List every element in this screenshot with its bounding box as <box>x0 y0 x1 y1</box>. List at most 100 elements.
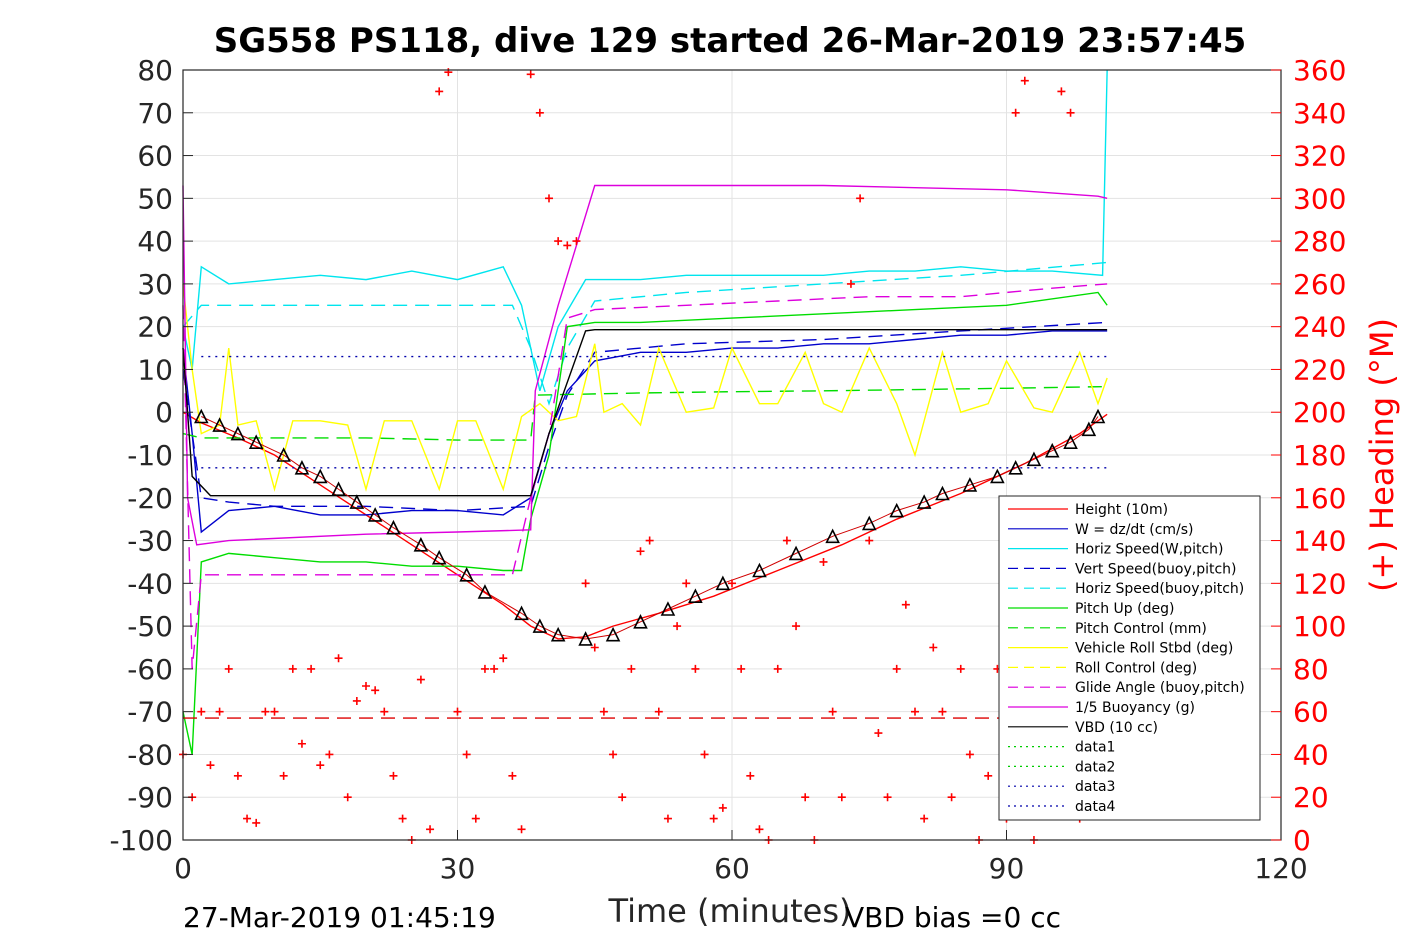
depth-triangle-marker <box>367 507 383 522</box>
depth-triangle-marker <box>688 588 703 603</box>
heading-plus-marker <box>627 664 636 673</box>
series-line-9 <box>182 283 1108 669</box>
depth-triangle-marker <box>889 502 904 518</box>
heading-plus-marker <box>1011 108 1020 117</box>
heading-plus-marker <box>984 771 993 780</box>
y-left-tick-label: -100 <box>109 824 173 857</box>
heading-plus-marker <box>883 793 892 802</box>
depth-triangle-marker <box>990 468 1005 484</box>
heading-plus-marker <box>856 194 865 203</box>
depth-triangle-marker <box>331 481 346 497</box>
depth-triangle-marker <box>194 408 209 424</box>
heading-plus-marker <box>837 793 846 802</box>
heading-plus-marker <box>462 750 471 759</box>
heading-plus-marker <box>426 825 435 834</box>
legend-label-3: Vert Speed(buoy,pitch) <box>1075 561 1237 577</box>
legend-label-15: data4 <box>1075 799 1116 815</box>
x-tick-label: 120 <box>1254 852 1307 885</box>
heading-plus-marker <box>563 241 572 250</box>
series-line-6 <box>182 385 1108 441</box>
series-line-10 <box>182 184 1108 546</box>
heading-plus-marker <box>343 793 352 802</box>
legend-label-14: data3 <box>1075 779 1115 795</box>
series-line-5 <box>182 291 1108 755</box>
depth-triangle-marker <box>861 515 877 531</box>
heading-plus-marker <box>572 237 581 246</box>
legend-label-11: VBD (10 cc) <box>1075 720 1158 736</box>
heading-plus-marker <box>252 818 261 827</box>
heading-plus-marker <box>673 622 682 631</box>
y-right-tick-label: 280 <box>1293 225 1346 258</box>
heading-plus-marker <box>508 771 517 780</box>
legend-label-12: data1 <box>1075 740 1115 756</box>
depth-triangle-marker <box>916 494 932 509</box>
heading-plus-marker <box>792 622 801 631</box>
heading-plus-marker <box>288 664 297 673</box>
heading-plus-marker <box>389 771 398 780</box>
y-right-tick-label: 200 <box>1293 396 1346 429</box>
heading-plus-marker <box>599 707 608 716</box>
series-line-2 <box>182 69 1108 392</box>
depth-triangle-marker <box>1026 451 1042 467</box>
y-left-tick-label: -10 <box>127 439 173 472</box>
depth-triangle-marker <box>386 519 401 535</box>
heading-plus-marker <box>325 750 334 759</box>
heading-plus-marker <box>801 793 810 802</box>
depth-triangle-marker <box>294 460 310 475</box>
depth-triangle-marker <box>413 537 429 552</box>
legend-label-10: 1/5 Buoyancy (g) <box>1075 700 1195 716</box>
y-left-tick-label: 70 <box>137 97 173 130</box>
heading-plus-marker <box>782 536 791 545</box>
series-line-3 <box>182 321 1108 512</box>
heading-plus-marker <box>297 739 306 748</box>
heading-plus-marker <box>691 664 700 673</box>
depth-triangle-marker <box>514 605 529 621</box>
depth-triangle-marker <box>550 626 566 642</box>
heading-plus-marker <box>911 707 919 716</box>
heading-plus-marker <box>243 814 252 823</box>
heading-plus-marker <box>773 664 782 673</box>
y-left-tick-label: 80 <box>137 54 173 87</box>
y-left-tick-label: 50 <box>137 182 173 215</box>
heading-plus-marker <box>1066 108 1075 117</box>
y-right-tick-label: 40 <box>1293 738 1329 771</box>
heading-plus-marker <box>279 771 288 780</box>
heading-plus-marker <box>636 547 645 556</box>
depth-triangle-marker <box>459 566 474 582</box>
depth-triangle-marker <box>1044 442 1060 458</box>
heading-plus-marker <box>453 707 462 716</box>
depth-triangle-marker <box>1090 408 1106 424</box>
heading-plus-marker <box>709 814 718 823</box>
depth-triangle-marker <box>1008 460 1023 475</box>
y-right-tick-label: 120 <box>1293 567 1346 600</box>
legend-box <box>998 495 1261 821</box>
heading-plus-marker <box>682 579 691 588</box>
y-right-tick-label: 360 <box>1293 54 1346 87</box>
heading-plus-marker <box>270 707 279 716</box>
y-left-tick-label: -40 <box>127 567 173 600</box>
legend-label-5: Pitch Up (deg) <box>1075 601 1174 617</box>
heading-plus-marker <box>965 750 974 759</box>
depth-triangle-marker <box>230 425 246 441</box>
legend-label-9: Glide Angle (buoy,pitch) <box>1075 680 1245 696</box>
y-right-tick-label: 320 <box>1293 140 1346 173</box>
heading-plus-marker <box>307 664 316 673</box>
depth-triangle-marker <box>532 618 548 633</box>
heading-plus-marker <box>535 108 544 117</box>
heading-plus-marker <box>645 536 654 545</box>
y-left-tick-label: -90 <box>127 781 173 814</box>
heading-plus-marker <box>233 771 242 780</box>
x-tick-label: 30 <box>440 852 476 885</box>
depth-triangle-marker <box>349 494 365 509</box>
y-left-tick-label: -20 <box>127 482 173 515</box>
heading-plus-marker <box>901 600 910 609</box>
y-right-tick-label: 60 <box>1293 696 1329 729</box>
heading-plus-marker <box>224 664 233 673</box>
tick-layer: 0 30 60 90 12080706050403020100-10-20-30-40-… <box>109 54 1346 885</box>
chart-title: SG558 PS118, dive 129 started 26-Mar-201… <box>214 21 1247 61</box>
heading-plus-marker <box>892 664 901 673</box>
heading-plus-marker <box>819 557 828 566</box>
depth-triangle-marker <box>1081 421 1097 437</box>
y-right-tick-label: 20 <box>1293 781 1329 814</box>
heading-plus-marker <box>938 707 947 716</box>
